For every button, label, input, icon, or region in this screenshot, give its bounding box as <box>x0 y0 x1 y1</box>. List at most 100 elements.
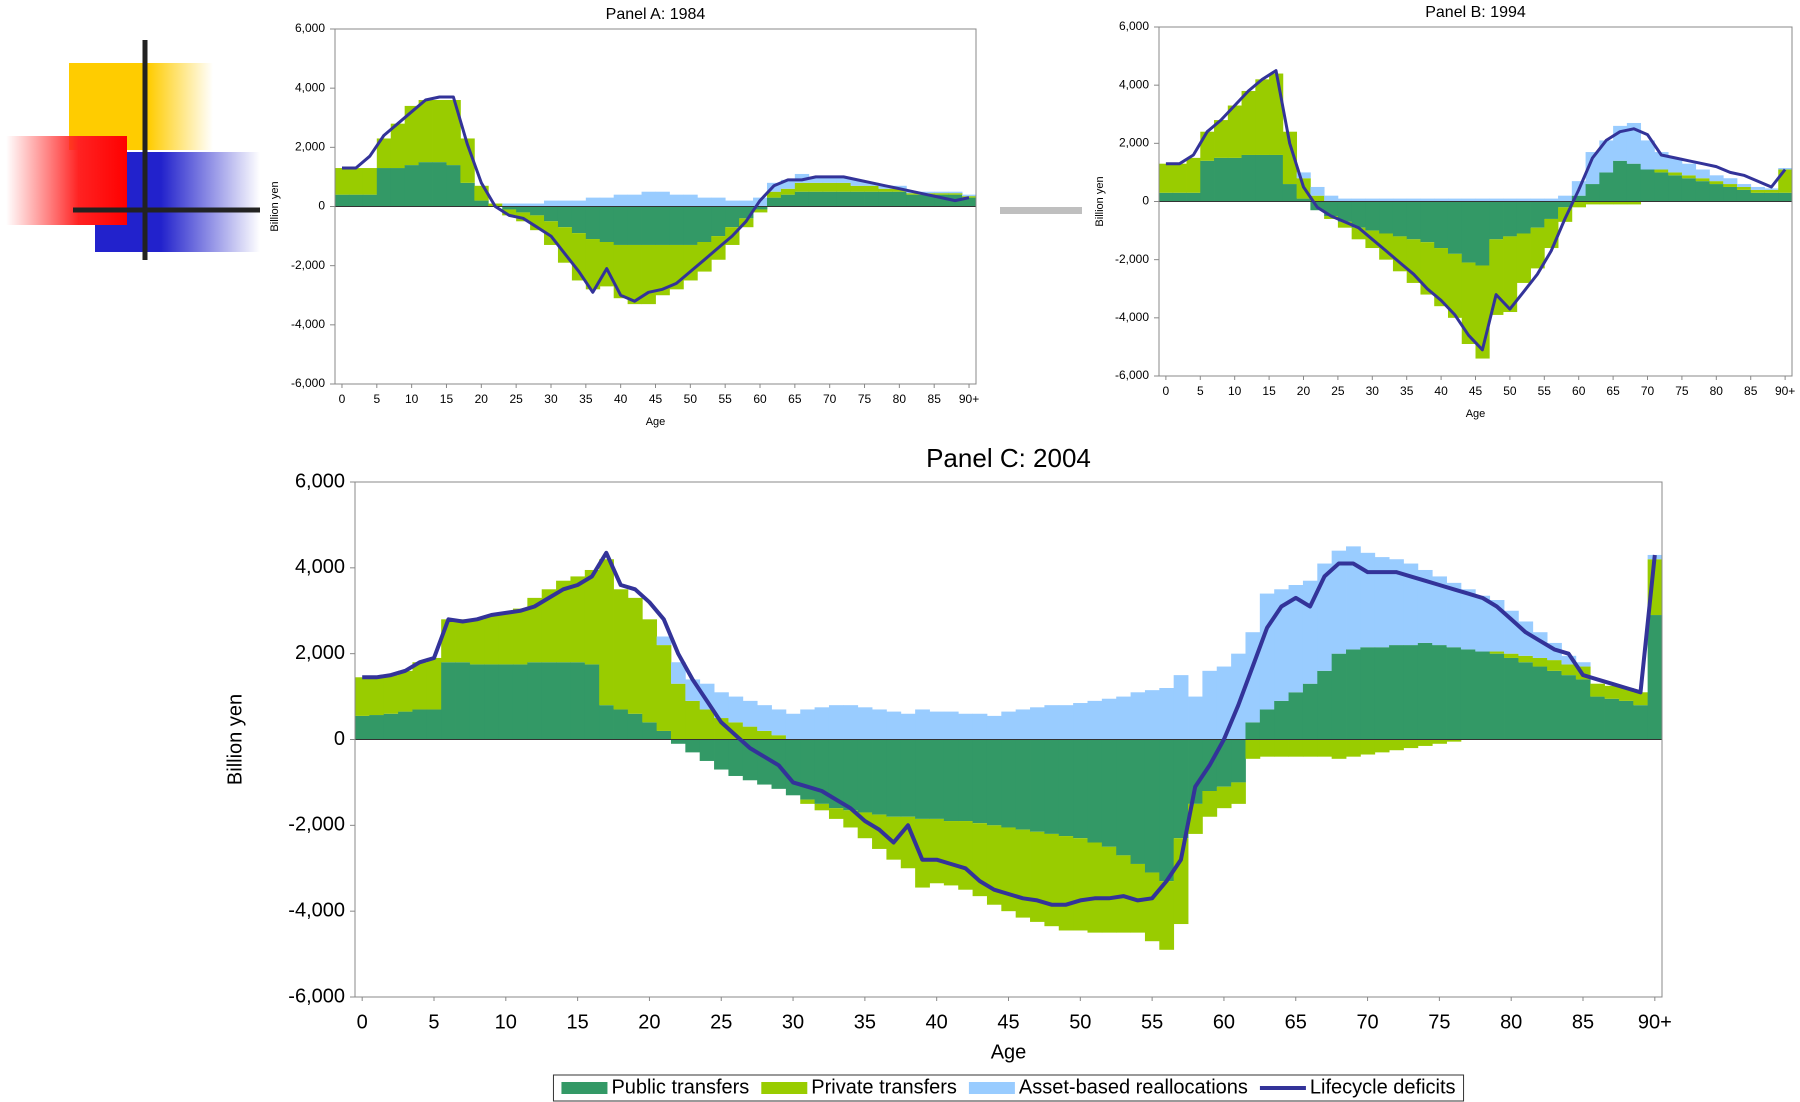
bar-segment <box>456 662 471 739</box>
bar-segment <box>1073 703 1088 739</box>
y-tick-label: 6,000 <box>1119 19 1149 33</box>
x-tick-label: 30 <box>544 392 558 406</box>
bar-segment <box>809 192 823 207</box>
bar-segment <box>433 162 447 206</box>
bar-segment <box>1475 652 1490 740</box>
bar-segment <box>1432 740 1447 744</box>
bar-segment <box>1274 701 1289 740</box>
bar-segment <box>829 808 844 819</box>
bars <box>1159 74 1792 359</box>
bar-segment <box>484 615 499 664</box>
legend-swatch <box>969 1082 1015 1094</box>
bar-segment <box>1044 834 1059 926</box>
bar-segment <box>892 192 906 207</box>
y-tick-label: -2,000 <box>291 258 325 272</box>
y-axis-label: Billion yen <box>269 181 281 231</box>
bar-segment <box>1217 787 1232 808</box>
bar-segment <box>1737 187 1751 190</box>
bar-segment <box>1102 740 1117 847</box>
bar-segment <box>1389 740 1404 751</box>
chart-title: Panel A: 1984 <box>606 6 706 23</box>
bar-segment <box>772 735 787 739</box>
bar-segment <box>1764 193 1778 202</box>
bar-segment <box>441 619 456 662</box>
bar-segment <box>614 245 628 298</box>
x-tick-label: 75 <box>1428 1011 1450 1033</box>
bar-segment <box>843 740 858 811</box>
bar-segment <box>556 662 571 739</box>
bar-segment <box>795 192 809 207</box>
bar-segment <box>600 198 614 207</box>
bar-segment <box>656 192 670 207</box>
bar-segment <box>599 705 614 739</box>
chart: Panel B: 1994AgeBillion yen6,0004,0002,0… <box>1094 4 1795 420</box>
bar-segment <box>886 712 901 740</box>
bar-segment <box>671 740 686 744</box>
bar-segment <box>886 740 901 817</box>
bar-segment <box>878 192 892 207</box>
bar-segment <box>642 619 657 722</box>
bar-segment <box>1073 740 1088 839</box>
bar-segment <box>1044 740 1059 834</box>
bar-segment <box>1599 172 1613 201</box>
bar-segment <box>1365 202 1379 231</box>
x-tick-label: 75 <box>858 392 872 406</box>
bar-segment <box>1504 658 1519 740</box>
bar-segment <box>714 740 729 770</box>
bar-segment <box>786 714 801 740</box>
bar-segment <box>930 712 945 740</box>
bar-segment <box>398 671 413 712</box>
bar-segment <box>1489 202 1503 240</box>
bar-segment <box>441 662 456 739</box>
x-tick-label: 25 <box>710 1011 732 1033</box>
bar-segment <box>1576 679 1591 739</box>
bar-segment <box>1590 684 1605 697</box>
x-tick-label: 50 <box>1069 1011 1091 1033</box>
bar-segment <box>433 100 447 162</box>
bar-segment <box>527 662 542 739</box>
bar-segment <box>558 207 572 228</box>
bar-segment <box>1490 652 1505 654</box>
bar-segment <box>1605 686 1620 699</box>
bar-segment <box>930 740 945 819</box>
bar-segment <box>1303 684 1318 740</box>
bar-segment <box>795 183 809 192</box>
x-tick-label: 65 <box>1285 1011 1307 1033</box>
y-tick-label: -6,000 <box>288 985 345 1007</box>
bar-segment <box>743 701 758 727</box>
x-tick-label: 5 <box>428 1011 439 1033</box>
x-tick-label: 75 <box>1675 384 1689 398</box>
bar-segment <box>614 207 628 245</box>
x-tick-label: 45 <box>997 1011 1019 1033</box>
bar-segment <box>1696 181 1710 201</box>
bar-segment <box>1116 697 1131 740</box>
chart-title: Panel C: 2004 <box>926 443 1091 473</box>
bar-segment <box>944 712 959 740</box>
bar-segment <box>823 192 837 207</box>
y-tick-label: -6,000 <box>291 376 325 390</box>
bar-segment <box>1544 219 1558 248</box>
bar-segment <box>542 662 557 739</box>
bar-segment <box>1737 184 1751 187</box>
bar-segment <box>1462 202 1476 263</box>
bar-segment <box>958 740 973 822</box>
bar-segment <box>683 195 697 207</box>
bar-segment <box>1303 740 1318 757</box>
bar-segment <box>800 800 815 804</box>
bar-segment <box>1255 155 1269 202</box>
x-tick-label: 55 <box>1141 1011 1163 1033</box>
bar-segment <box>1764 190 1778 193</box>
x-tick-label: 20 <box>638 1011 660 1033</box>
y-tick-label: 2,000 <box>295 642 345 664</box>
bar-segment <box>728 740 743 776</box>
bar-segment <box>948 192 962 193</box>
bar-segment <box>1448 202 1462 254</box>
x-tick-label: 65 <box>1606 384 1620 398</box>
bar-segment <box>1696 178 1710 181</box>
bar-segment <box>419 100 433 162</box>
bar-segment <box>800 709 815 739</box>
bar-segment <box>1682 175 1696 178</box>
bar-segment <box>1073 838 1088 930</box>
bar-segment <box>586 207 600 240</box>
y-tick-label: -4,000 <box>1115 310 1149 324</box>
